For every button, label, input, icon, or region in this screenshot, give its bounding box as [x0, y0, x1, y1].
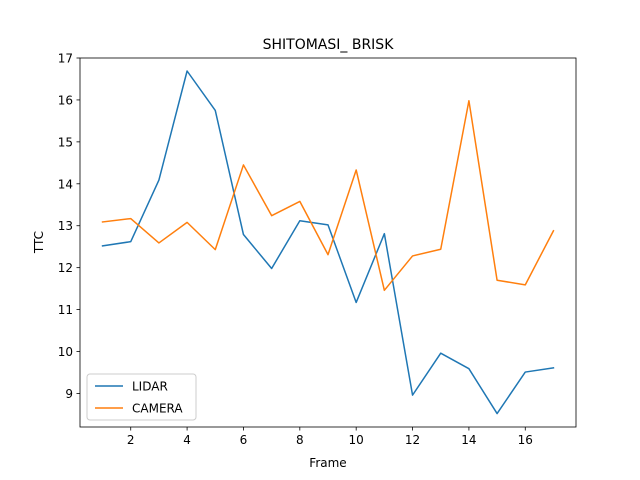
x-tick-label: 16	[518, 433, 533, 447]
y-tick-label: 17	[58, 52, 73, 66]
x-tick-label: 10	[349, 433, 364, 447]
series-line-camera	[101, 100, 555, 292]
y-tick-label: 10	[58, 345, 73, 359]
legend: LIDAR CAMERA	[86, 373, 197, 421]
legend-label-camera: CAMERA	[132, 402, 183, 416]
y-tick-label: 11	[58, 303, 73, 317]
y-tick-label: 15	[58, 135, 73, 149]
y-tick-label: 16	[58, 93, 73, 107]
x-axis-label: Frame	[309, 456, 346, 470]
x-tick-label: 8	[296, 433, 304, 447]
y-tick-label: 14	[58, 177, 73, 191]
series-line-lidar	[101, 70, 555, 415]
y-tick-label: 9	[65, 387, 73, 401]
chart-title: SHITOMASI_ BRISK	[263, 37, 395, 53]
plot-area: 2 4 6 8 10 12 14 16 9 10 11 12 13 14 15 16 17 LIDAR CAMERA	[58, 52, 577, 447]
legend-label-lidar: LIDAR	[132, 380, 168, 394]
x-tick-label: 2	[127, 433, 135, 447]
x-tick-label: 12	[405, 433, 420, 447]
x-tick-label: 6	[240, 433, 248, 447]
y-tick-label: 13	[58, 219, 73, 233]
x-tick-label: 4	[183, 433, 191, 447]
y-tick-label: 12	[58, 261, 73, 275]
x-tick-label: 14	[461, 433, 476, 447]
axes-frame	[79, 57, 577, 428]
y-axis-label: TTC	[32, 231, 46, 254]
